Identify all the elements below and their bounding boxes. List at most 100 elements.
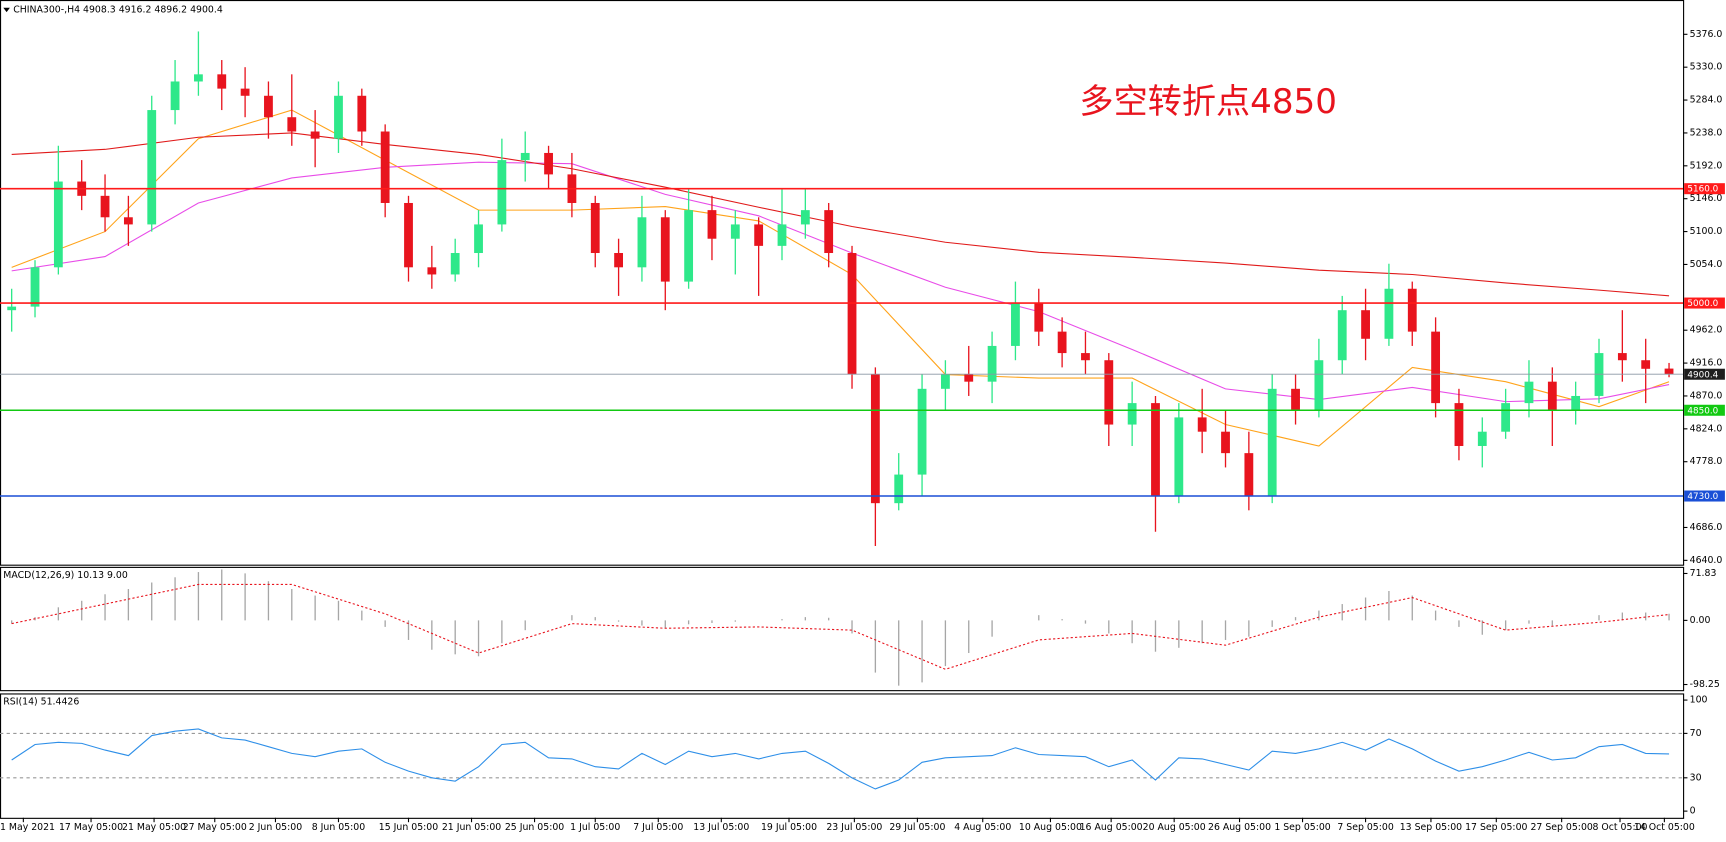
candle-body [1361,310,1370,339]
x-tick-label: 15 Jun 05:00 [379,822,438,833]
y-tick-label: 4916.0 [1690,358,1723,369]
candle-body [7,306,17,311]
level-label: 4850.0 [1687,406,1718,416]
candle-body [1221,431,1230,454]
x-tick-label: 19 Jul 05:00 [761,822,817,833]
candle-body [1524,381,1534,404]
candle-body [334,95,343,139]
main-frame [0,0,1685,566]
level-label: 5000.0 [1687,299,1718,309]
candle-body [777,224,787,246]
candle-body [1314,360,1324,411]
y-tick-label: 4778.0 [1690,456,1723,467]
candle-body [1664,368,1674,375]
candle-body [847,253,857,375]
signal-line [11,583,1670,670]
candle-body [240,88,250,96]
y-tick-label: -98.25 [1690,679,1720,690]
y-tick-label: 71.83 [1690,568,1717,579]
macd-frame [0,566,1685,692]
y-tick-label: 5238.0 [1690,127,1723,138]
x-tick-label: 26 Aug 05:00 [1208,822,1271,833]
candle-body [1081,353,1090,361]
candle-body [614,253,623,268]
candle-body [217,74,227,89]
candle-body [427,267,437,275]
candle-body [894,474,904,504]
y-tick-label: 0.00 [1690,615,1711,626]
x-tick-label: 8 Oct 05:00 [1593,822,1648,833]
candle-body [264,95,273,118]
candle-body [380,131,390,203]
main-title: CHINA300-,H4 4908.3 4916.2 4896.2 4900.4 [13,4,223,15]
level-tag [1684,490,1725,502]
candle-body [940,374,950,389]
candle-body [1571,395,1581,411]
y-tick-label: 0 [1690,806,1696,817]
y-tick-label: 5376.0 [1690,29,1723,40]
candle-body [404,202,413,268]
x-tick-label: 4 Aug 05:00 [954,822,1011,833]
candle-body [310,131,320,139]
candle-body [1057,331,1067,354]
candle-body [1034,303,1044,332]
candle-body [170,81,180,111]
candle-body [1174,417,1184,497]
x-tick-label: 13 Sep 05:00 [1400,822,1462,833]
y-tick-label: 5100.0 [1690,226,1723,237]
y-tick-label: 5284.0 [1690,95,1723,106]
candle-body [1617,353,1627,361]
y-tick-label: 5330.0 [1690,62,1723,73]
candle-body [660,217,670,282]
candle-body [707,210,717,239]
candle-body [287,117,297,132]
x-tick-label: 25 Jun 05:00 [505,822,564,833]
candle-body [987,345,997,382]
candle-body [497,160,507,225]
x-tick-label: 27 May 05:00 [183,822,247,833]
x-tick-label: 29 Jul 05:00 [889,822,945,833]
y-tick-label: 5146.0 [1690,193,1723,204]
y-tick-label: 4824.0 [1690,423,1723,434]
candle-body [637,217,647,268]
y-tick-label: 4870.0 [1690,390,1723,401]
candle-body [1337,310,1347,361]
candle-body [964,374,974,382]
candle-body [1547,381,1557,411]
candle-body [800,210,810,225]
candle-body [123,217,133,225]
y-tick-label: 4962.0 [1690,325,1723,336]
y-tick-label: 5192.0 [1690,160,1723,171]
candle-body [1641,360,1651,369]
candle-body [30,267,40,307]
candle-body [684,210,694,282]
x-tick-label: 10 Aug 05:00 [1019,822,1082,833]
annotation: 多空转折点4850 [1079,82,1337,122]
x-tick-label: 1 Jul 05:00 [570,822,620,833]
x-tick-label: 17 May 05:00 [59,822,123,833]
candle-body [1197,417,1207,432]
candle-body [1477,431,1487,446]
candle-body [147,110,157,225]
macd-title: MACD(12,26,9) 10.13 9.00 [3,570,128,581]
x-tick-label: 2 Jun 05:00 [249,822,302,833]
menu-arrow[interactable] [3,7,10,13]
x-tick-label: 23 Jul 05:00 [826,822,882,833]
candle-body [1454,403,1464,446]
x-tick-label: 17 Sep 05:00 [1465,822,1527,833]
rsi-frame [0,693,1685,819]
candle-body [730,224,740,239]
x-tick-label: 7 Jul 05:00 [633,822,683,833]
rsi-line [11,728,1670,790]
candle-body [450,253,460,275]
x-tick-label: 8 Jun 05:00 [312,822,365,833]
candle-body [1501,403,1511,432]
rsi-title: RSI(14) 51.4426 [3,697,79,708]
y-tick-label: 30 [1690,772,1702,783]
candle-body [194,74,203,82]
candle-body [544,152,553,175]
candle-body [100,195,110,218]
candle-body [1267,388,1277,497]
level-tag [1684,368,1725,380]
